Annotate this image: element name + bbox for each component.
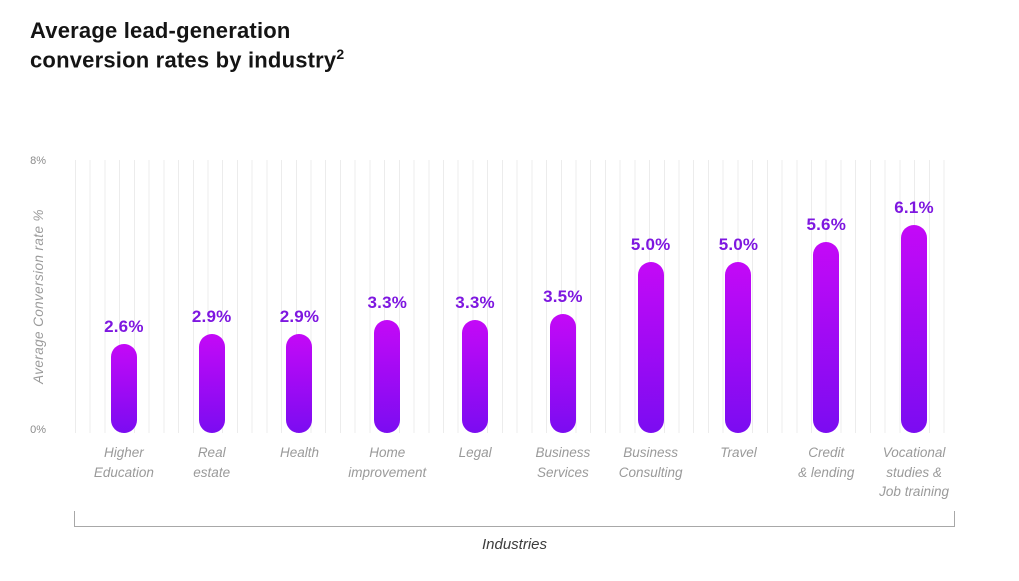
bar-value-label: 3.3%: [367, 293, 408, 313]
bar-column: 5.0%: [695, 160, 783, 433]
category-label: Travel: [720, 445, 757, 460]
bar-value-label: 5.0%: [630, 235, 671, 255]
bar: [901, 224, 928, 433]
bar: [462, 320, 489, 433]
bar-column: 2.9%: [168, 160, 256, 433]
chart-title-superscript: 2: [336, 46, 345, 63]
bar: [813, 241, 840, 433]
category-label: Legal: [458, 445, 492, 460]
bar: [198, 334, 225, 433]
bar-column: 3.3%: [343, 160, 431, 433]
bar-column: 3.3%: [431, 160, 519, 433]
bar-column: 5.6%: [782, 160, 870, 433]
bar-value-label: 2.6%: [104, 317, 144, 337]
chart-title-line1: Average lead-generation: [30, 18, 291, 43]
bar: [637, 262, 664, 433]
bar-column: 6.1%: [870, 160, 958, 433]
bar: [725, 262, 752, 433]
y-axis-title: Average Conversion rate %: [31, 209, 46, 384]
x-axis-title: Industries: [481, 536, 548, 553]
bar-value-label: 5.6%: [806, 214, 847, 234]
bar-column: 2.9%: [256, 160, 344, 433]
category-label: Business Services: [535, 445, 591, 480]
y-tick-max: 8%: [30, 155, 46, 167]
category-label: Business Consulting: [618, 445, 683, 480]
bar-column: 3.5%: [519, 160, 607, 433]
bar-value-label: 3.5%: [543, 286, 583, 306]
category-label: Higher Education: [93, 445, 154, 480]
category-label: Credit & lending: [798, 445, 855, 480]
chart-title-line2: conversion rates by industry: [30, 47, 337, 73]
x-axis-bracket: [74, 511, 955, 527]
bar-value-label: 2.9%: [191, 307, 232, 327]
y-tick-min: 0%: [30, 424, 46, 436]
bar: [549, 313, 576, 433]
bar-column: 2.6%: [80, 160, 168, 433]
category-label: Health: [279, 445, 319, 460]
bar-column: 5.0%: [607, 160, 695, 433]
category-label: Home improvement: [348, 445, 427, 480]
bar-value-label: 5.0%: [718, 235, 759, 255]
category-labels-row: Higher Education Real estate Health Home im…: [80, 443, 958, 502]
bar: [286, 334, 313, 433]
chart-title: Average lead-generation conversion rates…: [30, 16, 344, 74]
bar: [374, 320, 401, 433]
category-label: Vocational studies & Job training: [879, 445, 949, 500]
category-label: Real estate: [193, 445, 231, 480]
bar: [110, 344, 137, 433]
bar-value-label: 3.3%: [455, 293, 495, 313]
bar-value-label: 2.9%: [279, 307, 320, 327]
bar-value-label: 6.1%: [894, 197, 934, 217]
bars-row: 2.6% 2.9% 2.9% 3.3% 3.3% 3.5% 5.0% 5.0% 5.6% 6.1%: [80, 160, 958, 433]
